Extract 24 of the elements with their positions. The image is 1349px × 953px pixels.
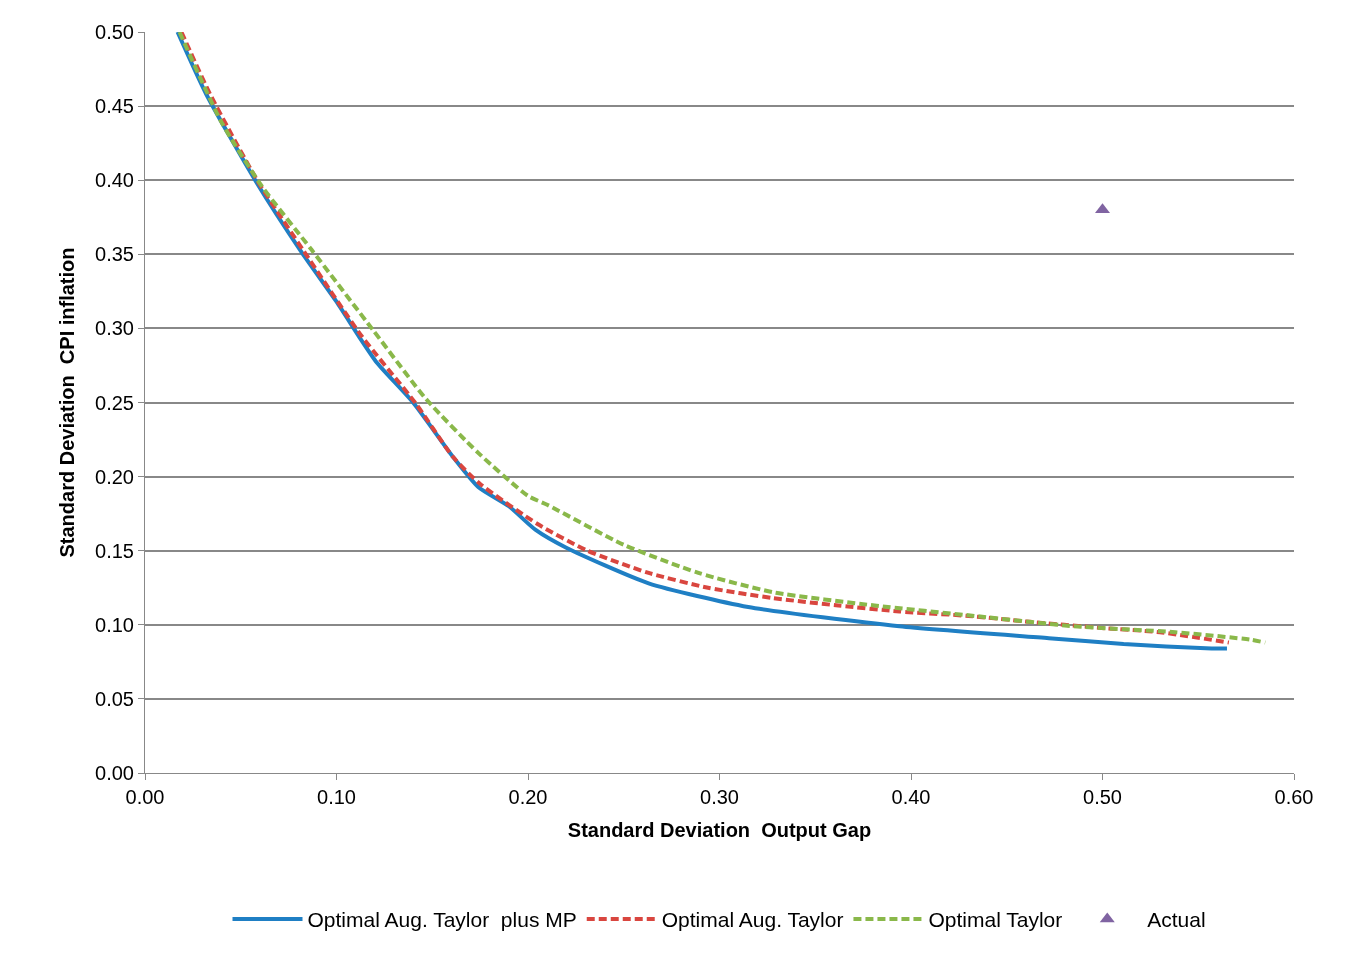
y-tick-label: 0.50 xyxy=(95,21,134,43)
y-tick-label: 0.10 xyxy=(95,613,134,636)
x-tick-label: 0.50 xyxy=(1083,786,1122,808)
y-tick-label: 0.15 xyxy=(95,539,134,562)
x-tick-label: 0.00 xyxy=(125,786,165,808)
y-axis-title: Standard Deviation CPI inflation xyxy=(55,247,78,558)
x-tick-label: 0.30 xyxy=(700,786,739,808)
x-tick-label: 0.10 xyxy=(317,786,356,808)
y-tick-label: 0.30 xyxy=(95,317,134,340)
y-tick-label: 0.00 xyxy=(95,762,134,784)
x-tick-label: 0.60 xyxy=(1274,786,1314,808)
legend-label: Optimal Taylor xyxy=(928,908,1063,932)
y-tick-label: 0.45 xyxy=(95,95,134,118)
y-tick-label: 0.35 xyxy=(95,243,134,266)
legend-label: Optimal Aug. Taylor xyxy=(661,908,844,932)
legend-label: Optimal Aug. Taylor plus MP xyxy=(307,908,577,932)
y-tick-label: 0.40 xyxy=(95,169,134,192)
x-tick-label: 0.20 xyxy=(508,786,548,808)
x-tick-label: 0.40 xyxy=(891,786,931,808)
y-tick-label: 0.20 xyxy=(95,465,134,488)
y-tick-label: 0.25 xyxy=(95,391,134,414)
x-axis-title: Standard Deviation Output Gap xyxy=(567,818,872,841)
legend-label: Actual xyxy=(1147,908,1206,932)
y-tick-label: 0.05 xyxy=(95,687,134,710)
